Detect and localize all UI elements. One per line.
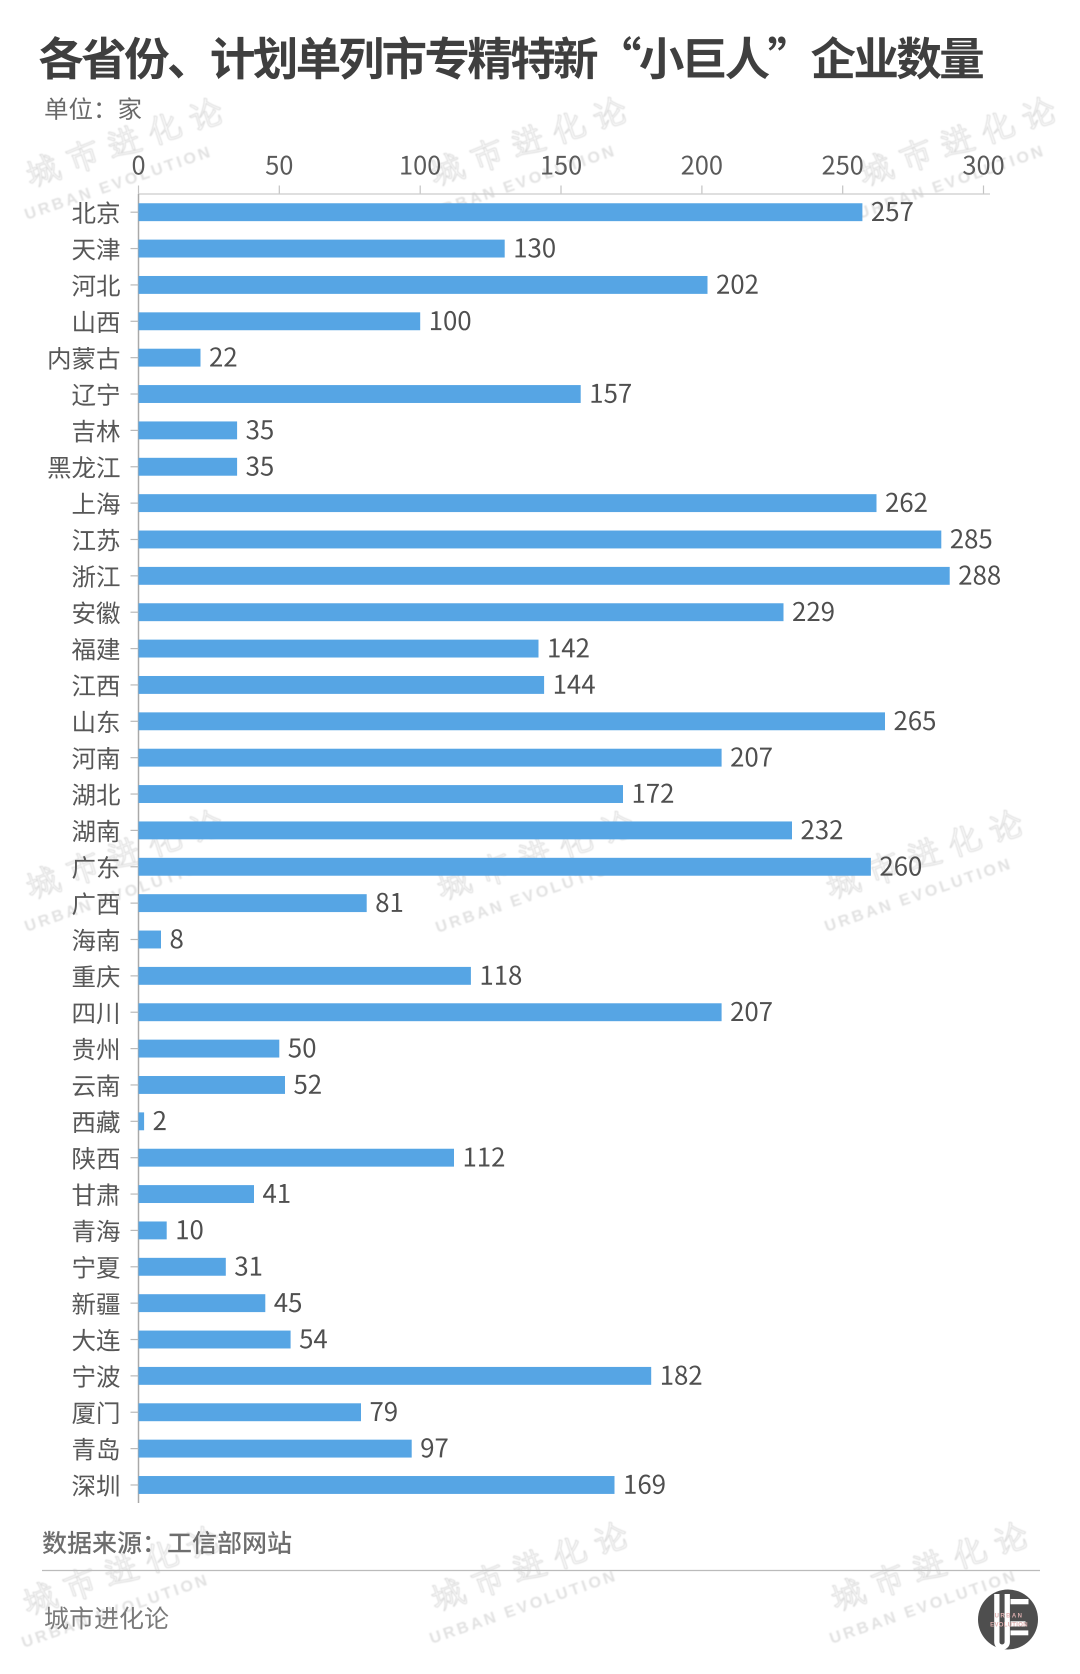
svg-text:URBAN: URBAN (995, 1614, 1024, 1620)
svg-text:EVOLUTION: EVOLUTION (990, 1622, 1028, 1628)
